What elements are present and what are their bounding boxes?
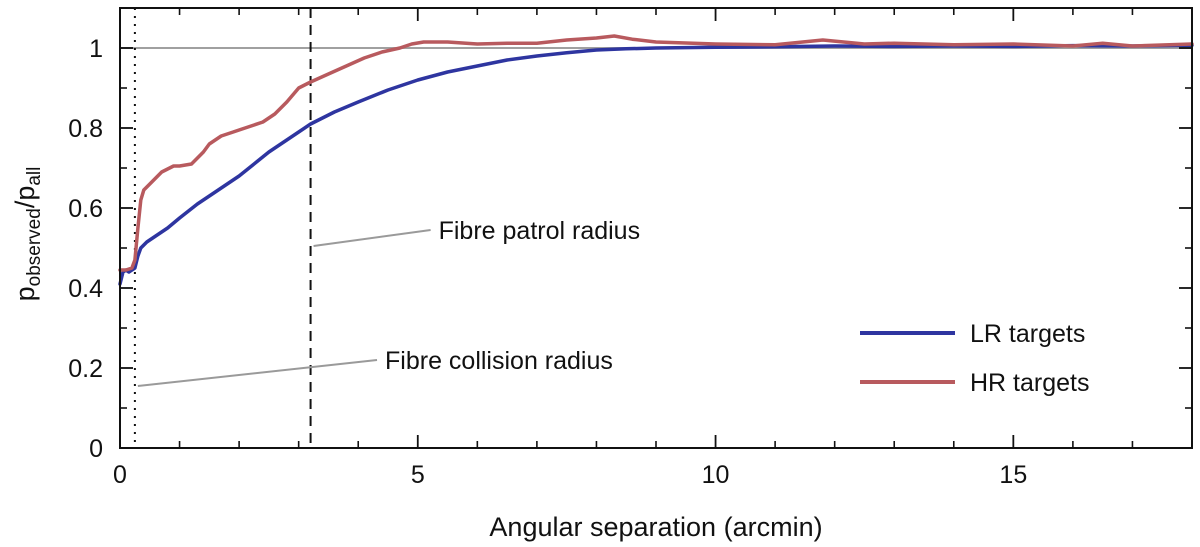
annotation-pointer-patrol <box>313 229 431 247</box>
annotation-label-patrol: Fibre patrol radius <box>439 217 640 245</box>
y-tick-label: 0.2 <box>68 355 103 383</box>
y-tick-label: 0 <box>89 435 103 463</box>
y-axis-title-sub2: all <box>24 167 45 186</box>
y-tick-label: 0.8 <box>68 115 103 143</box>
y-tick-label: 0.4 <box>68 275 103 303</box>
y-axis-title-sub1: observed <box>24 208 45 286</box>
x-tick-label: 0 <box>113 461 127 489</box>
series-line-lr <box>118 43 1194 286</box>
annotation-label-collision: Fibre collision radius <box>385 347 613 375</box>
y-tick-label: 1 <box>89 35 103 63</box>
series-layer <box>118 34 1194 286</box>
legend: LR targets HR targets <box>860 320 1089 397</box>
legend-label-lr: LR targets <box>970 320 1085 348</box>
ticks-layer: 0 5 10 15 0 0.2 0.4 0.6 0.8 1 <box>68 7 1193 489</box>
x-axis-title: Angular separation (arcmin) <box>489 512 822 542</box>
y-axis-title-sep: /p <box>10 186 40 209</box>
x-tick-label: 5 <box>411 461 425 489</box>
series-line-hr <box>118 34 1194 272</box>
y-tick-label: 0.6 <box>68 195 103 223</box>
y-axis-title-main: p <box>10 286 40 301</box>
vertical-lines-layer <box>133 8 312 448</box>
legend-label-hr: HR targets <box>970 369 1089 397</box>
y-axis-title: pobserved/pall <box>10 167 45 302</box>
x-tick-label: 15 <box>999 461 1027 489</box>
annotation-pointer-collision <box>137 359 378 387</box>
x-tick-label: 10 <box>702 461 730 489</box>
annotations-layer: Fibre collision radius Fibre patrol radiu… <box>137 217 640 387</box>
